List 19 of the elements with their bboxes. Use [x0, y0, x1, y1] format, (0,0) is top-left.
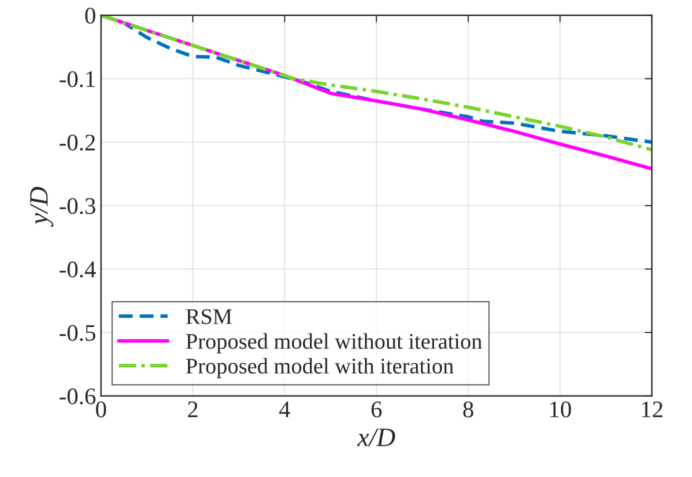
y-tick-label: -0.3: [60, 198, 96, 214]
legend-label: Proposed model with iteration: [186, 358, 454, 378]
y-tick-label: -0.1: [60, 71, 95, 88]
legend-label: Proposed model without iteration: [186, 333, 482, 354]
x-tick-label: 0: [96, 401, 106, 418]
x-tick-label: 6: [372, 402, 382, 418]
x-tick-label: 10: [550, 401, 571, 418]
y-tick-label: 0: [85, 8, 96, 24]
x-tick-label: 8: [463, 401, 474, 418]
y-tick-label: -0.6: [60, 388, 96, 404]
x-tick-label: 4: [279, 402, 290, 418]
y-tick-label: -0.4: [60, 262, 96, 278]
legend-label: RSM: [186, 309, 232, 324]
y-tick-label: -0.2: [60, 134, 95, 151]
x-tick-label: 12: [642, 402, 662, 418]
x-axis-title: x/D: [357, 428, 396, 446]
y-axis-title: y/D: [30, 186, 54, 227]
x-tick-label: 2: [188, 402, 198, 418]
y-tick-label: -0.5: [60, 324, 96, 341]
